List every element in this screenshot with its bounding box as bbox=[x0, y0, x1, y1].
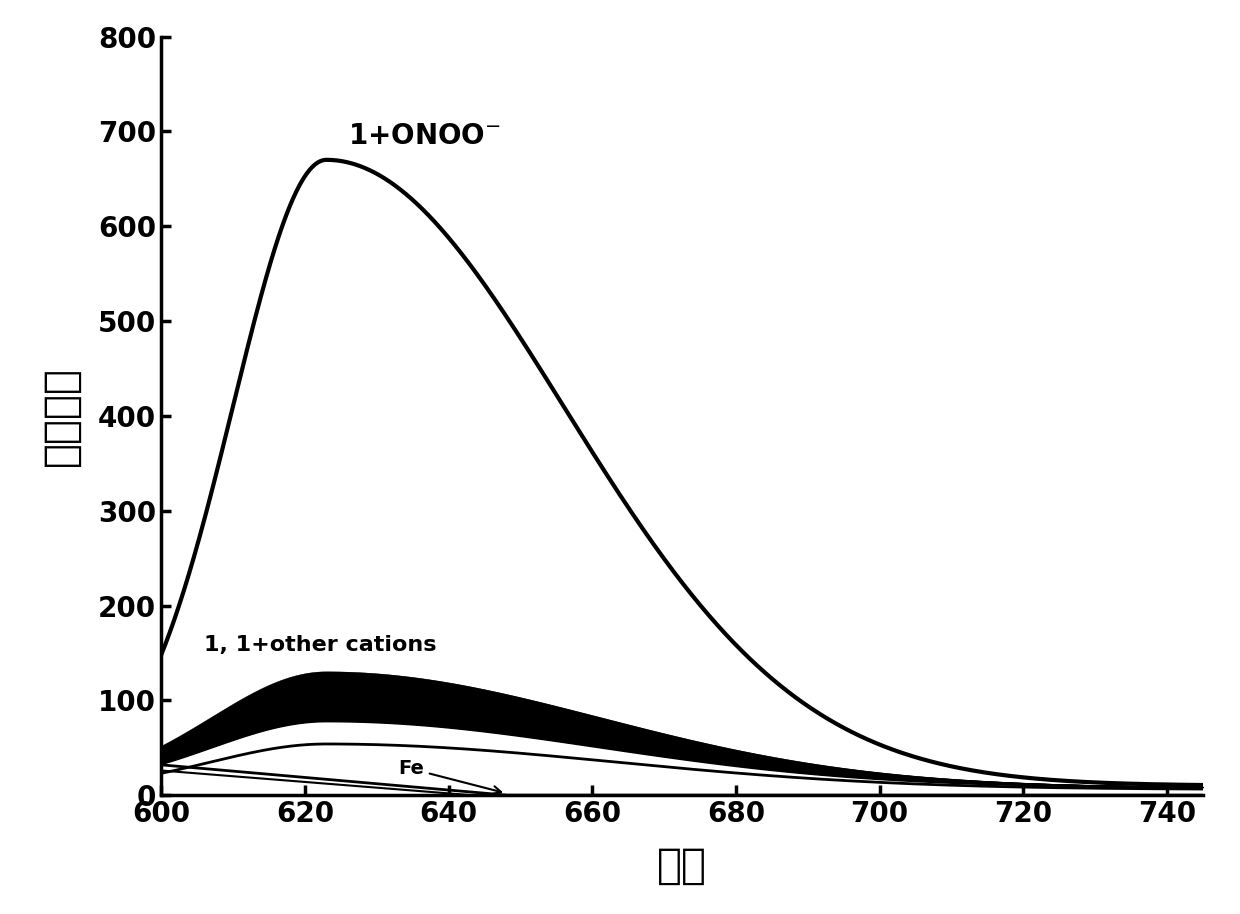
X-axis label: 波长: 波长 bbox=[657, 845, 707, 887]
Text: 1+ONOO$^{-}$: 1+ONOO$^{-}$ bbox=[348, 122, 501, 151]
Text: 1, 1+other cations: 1, 1+other cations bbox=[205, 635, 436, 654]
Y-axis label: 荭光强度: 荭光强度 bbox=[40, 366, 82, 466]
Text: Fe: Fe bbox=[398, 760, 501, 794]
